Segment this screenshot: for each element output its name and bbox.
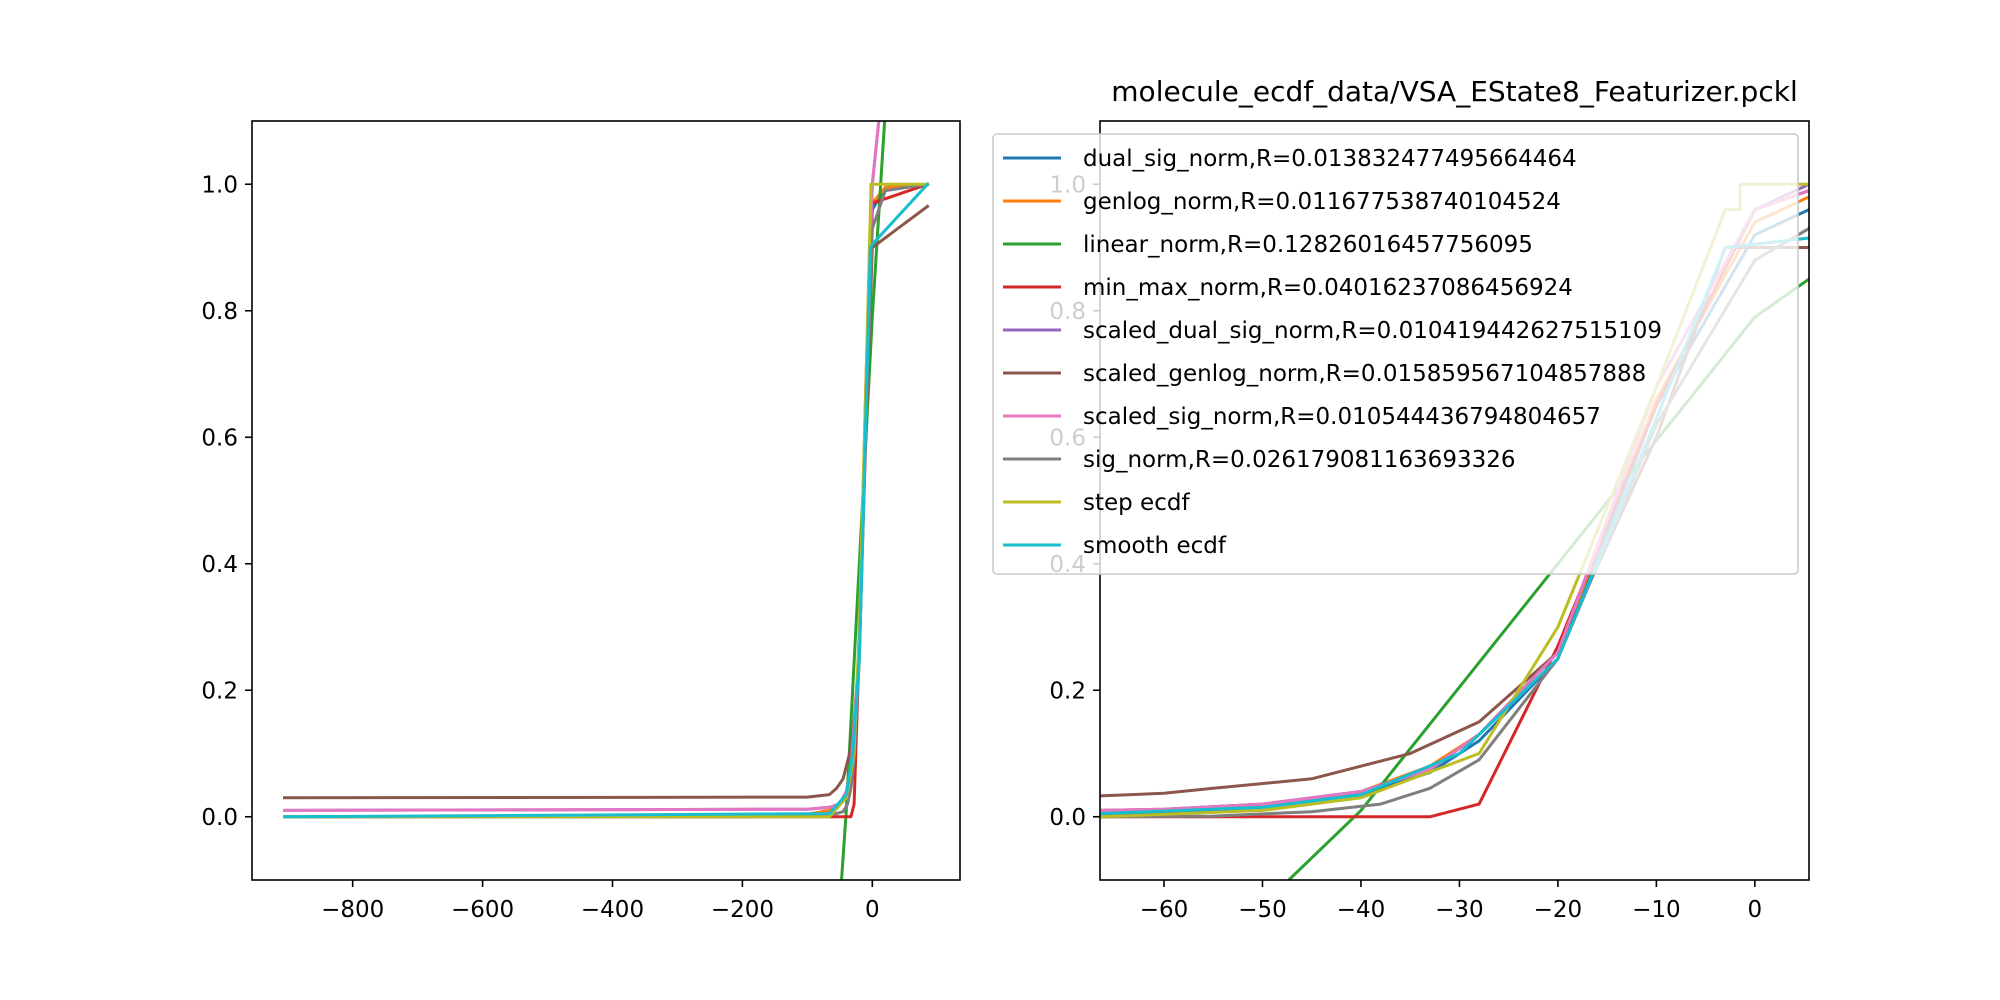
legend-label: sig_norm,R=0.026179081163693326	[1083, 447, 1516, 473]
axes-frame	[251, 120, 961, 881]
x-tick-label: −60	[1140, 897, 1189, 923]
chart-title: molecule_ecdf_data/VSA_EState8_Featurize…	[1111, 75, 1797, 108]
legend: dual_sig_norm,R=0.013832477495664464genl…	[992, 133, 1799, 575]
series-line-smooth-ecdf	[282, 182, 930, 819]
legend-label: scaled_sig_norm,R=0.010544436794804657	[1083, 404, 1601, 430]
right-axes: −60−50−40−30−20−1000.00.20.40.60.81.0mol…	[992, 75, 1810, 923]
series-line-linear-norm	[840, 121, 887, 880]
y-tick-label: 0.0	[1049, 805, 1086, 831]
x-tick-label: −200	[711, 897, 774, 923]
x-tick-label: −800	[321, 897, 384, 923]
legend-label: smooth ecdf	[1083, 533, 1227, 559]
legend-label: scaled_genlog_norm,R=0.01585956710485788…	[1083, 361, 1646, 387]
legend-label: step ecdf	[1083, 490, 1190, 516]
x-tick-label: −600	[451, 897, 514, 923]
x-tick-label: −30	[1435, 897, 1484, 923]
x-tick-label: 0	[865, 897, 880, 923]
y-tick-label: 0.2	[201, 678, 238, 704]
x-tick-label: 0	[1748, 897, 1763, 923]
legend-box	[992, 133, 1799, 575]
legend-label: dual_sig_norm,R=0.013832477495664464	[1083, 146, 1577, 172]
legend-label: genlog_norm,R=0.011677538740104524	[1083, 189, 1561, 215]
y-tick-label: 0.0	[201, 805, 238, 831]
y-tick-label: 0.2	[1049, 678, 1086, 704]
x-tick-label: −400	[581, 897, 644, 923]
x-tick-label: −50	[1238, 897, 1287, 923]
x-tick-label: −20	[1534, 897, 1583, 923]
y-tick-label: 1.0	[201, 172, 238, 198]
y-tick-label: 0.6	[201, 425, 238, 451]
legend-label: min_max_norm,R=0.04016237086456924	[1083, 275, 1573, 301]
legend-label: scaled_dual_sig_norm,R=0.010419442627515…	[1083, 318, 1662, 344]
legend-label: linear_norm,R=0.12826016457756095	[1083, 232, 1533, 258]
y-tick-label: 0.8	[201, 299, 238, 325]
y-tick-label: 0.4	[201, 552, 238, 578]
x-tick-label: −10	[1632, 897, 1681, 923]
left-axes: −800 −600 −400 −200 0 0.0 0.2 0.4 0.6 0.8 1.0	[201, 120, 961, 923]
x-tick-label: −40	[1337, 897, 1386, 923]
plot-area	[282, 121, 930, 880]
